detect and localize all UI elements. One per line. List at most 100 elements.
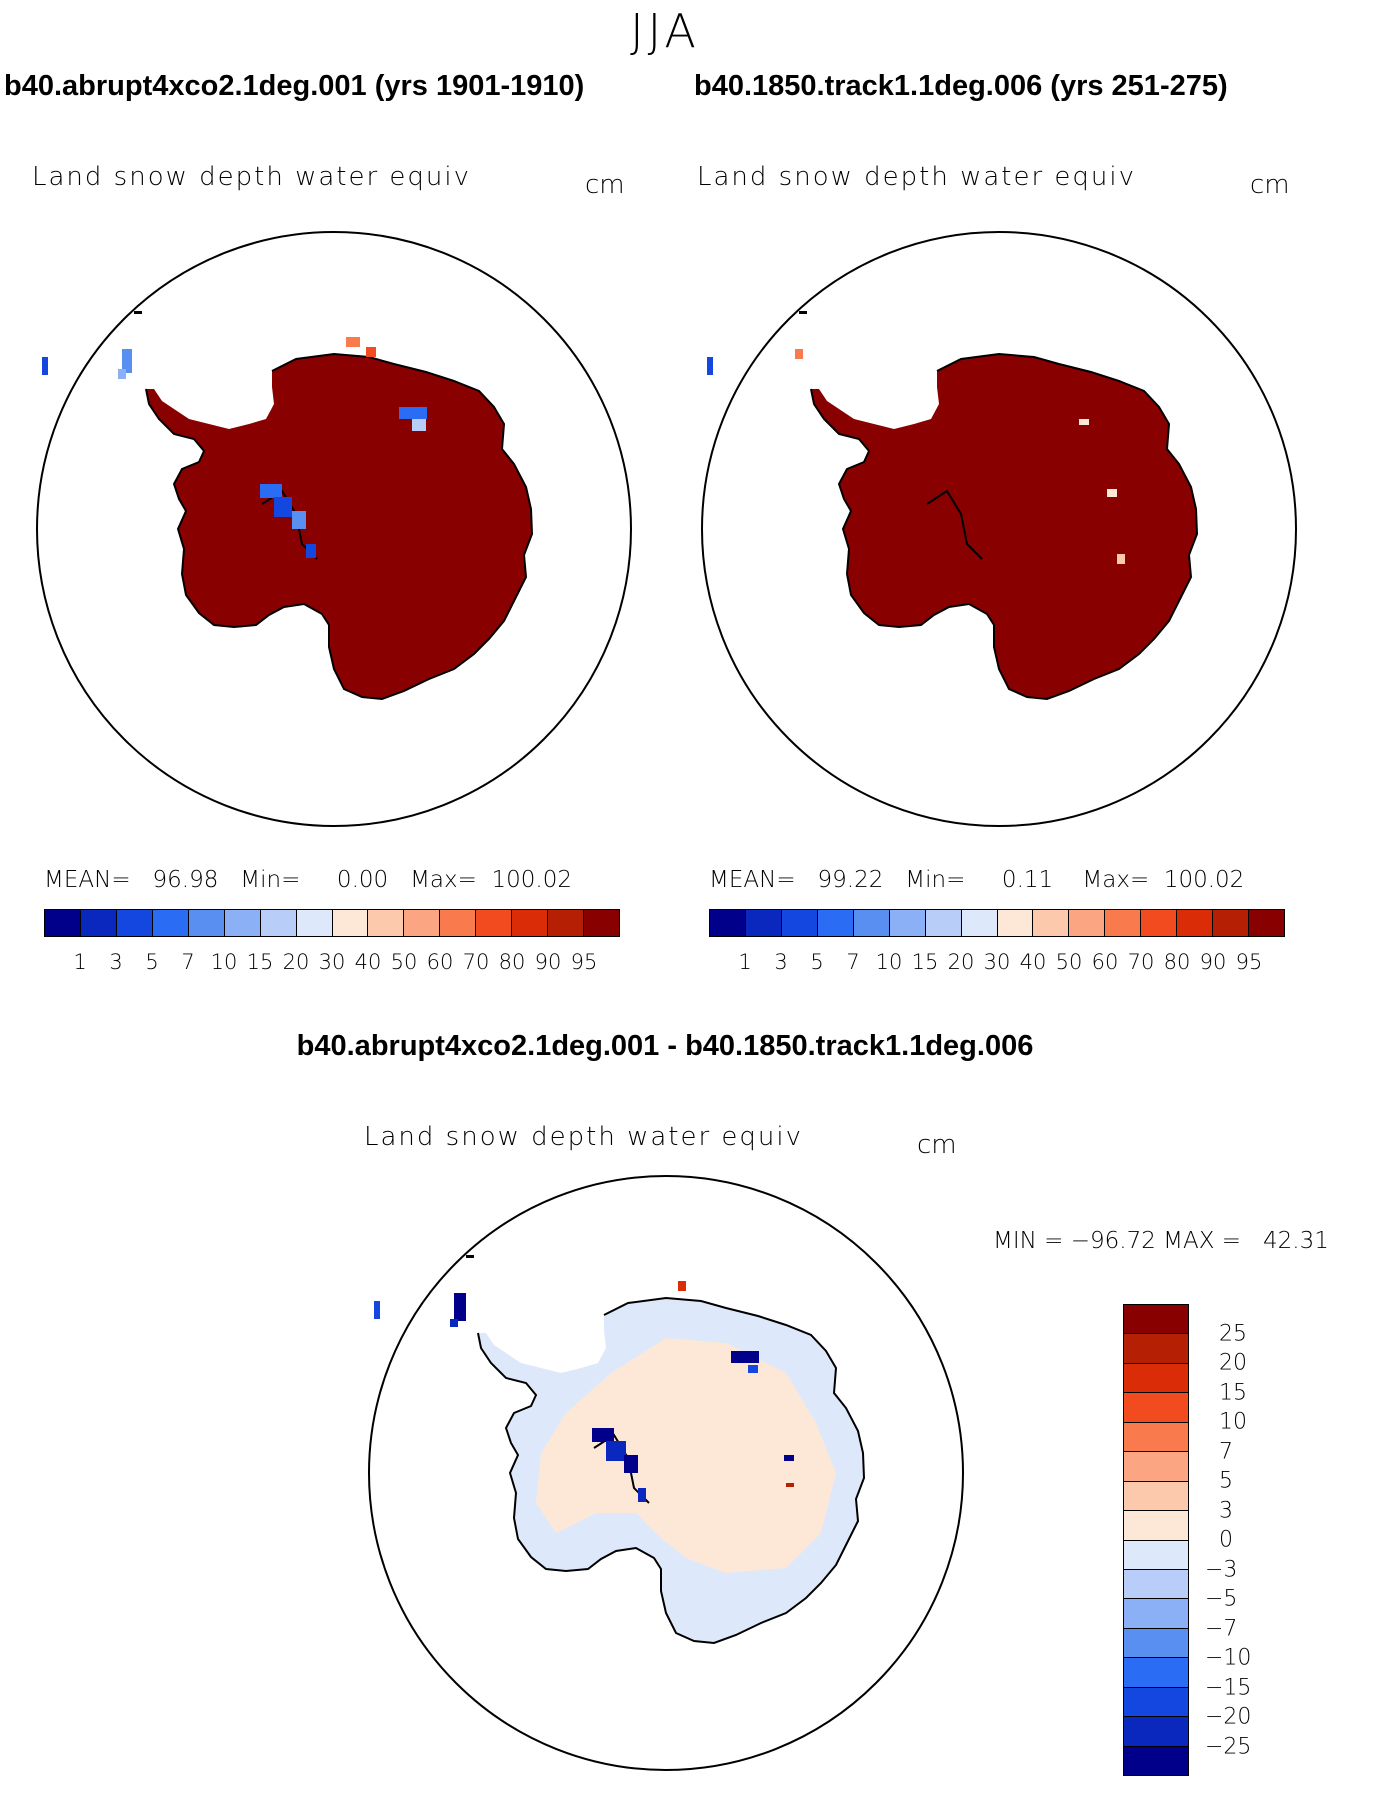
panel-1-colorbar-tick-label: 1 <box>73 950 87 974</box>
panel-2-colorbar-cell <box>781 910 818 936</box>
panel-1-colorbar-cell <box>80 910 117 936</box>
panel-2-colorbar-cell <box>1069 910 1106 936</box>
panel-1-stats: MEAN= 96.98 Min= 0.00 Max= 100.02 <box>44 867 573 893</box>
panel-1-colorbar-tick-label: 50 <box>390 950 418 974</box>
diff-panel-colorbar-cell <box>1124 1452 1188 1482</box>
panel-1-colorbar-tick-label: 40 <box>354 950 382 974</box>
diff-panel-colorbar-cell <box>1124 1717 1188 1747</box>
diff-panel-colorbar-cell <box>1124 1511 1188 1541</box>
panel-1-colorbar-cell <box>332 910 369 936</box>
panel-2-colorbar-tick-label: 90 <box>1199 950 1227 974</box>
panel-1-colorbar-cell <box>224 910 261 936</box>
panel-1-colorbar-tick-label: 95 <box>570 950 598 974</box>
season-title: JJA <box>630 4 700 58</box>
panel-1-colorbar-cell <box>584 910 619 936</box>
panel-1-colorbar-cell <box>440 910 477 936</box>
panel-2-units-label: cm <box>1250 170 1290 200</box>
panel-2-colorbar-cell <box>925 910 962 936</box>
panel-2-colorbar-tick-label: 80 <box>1163 950 1191 974</box>
panel-1-colorbar-tick-label: 7 <box>181 950 195 974</box>
panel-1-colorbar-cell <box>512 910 549 936</box>
panel-1-colorbar-tick-label: 30 <box>318 950 346 974</box>
panel-2-colorbar-cell <box>710 910 746 936</box>
panel-2-colorbar-tick-label: 7 <box>846 950 860 974</box>
diff-panel-colorbar-tick-label: −5 <box>1205 1586 1238 1612</box>
diff-panel-colorbar-tick-label: 7 <box>1219 1439 1233 1464</box>
panel-2-colorbar-cell <box>889 910 926 936</box>
diff-panel-colorbar-cell <box>1124 1746 1188 1775</box>
panel-1-colorbar-cell <box>45 910 81 936</box>
panel-2-colorbar-tick-label: 95 <box>1235 950 1263 974</box>
panel-2-colorbar-tick-label: 40 <box>1019 950 1047 974</box>
panel-2-colorbar-cell <box>853 910 890 936</box>
diff-panel-colorbar-cell <box>1124 1305 1188 1335</box>
panel-2-colorbar-tick-label: 15 <box>911 950 939 974</box>
panel-1-colorbar-tick-label: 90 <box>534 950 562 974</box>
panel-2-colorbar-cell <box>961 910 998 936</box>
panel-2-colorbar-tick-label: 5 <box>810 950 824 974</box>
diff-panel-colorbar-cell <box>1124 1628 1188 1659</box>
diff-panel-colorbar-tick-label: −25 <box>1205 1734 1252 1759</box>
panel-1-colorbar-tick-label: 60 <box>426 950 454 974</box>
panel-2-colorbar-tick-label: 3 <box>774 950 788 974</box>
panel-1-units-label: cm <box>585 170 625 200</box>
diff-panel-colorbar-cell <box>1124 1422 1188 1453</box>
diff-panel-colorbar-tick-label: −7 <box>1205 1616 1238 1641</box>
panel-1-colorbar-tick-label: 20 <box>282 950 310 974</box>
panel-1-colorbar-tick-label: 3 <box>109 950 123 974</box>
panel-1-colorbar-tick-label: 15 <box>246 950 274 974</box>
panel-1-map <box>36 231 632 827</box>
diff-panel-stats: MIN = −96.72 MAX = 42.31 <box>993 1228 1329 1254</box>
diff-panel-title: b40.abrupt4xco2.1deg.001 - b40.1850.trac… <box>296 1030 1034 1062</box>
panel-1-colorbar-tick-label: 5 <box>145 950 159 974</box>
panel-2-colorbar-cell <box>1141 910 1178 936</box>
panel-2-variable-label: Land snow depth water equiv <box>697 162 1136 192</box>
diff-panel-units-label: cm <box>917 1130 957 1160</box>
panel-1-colorbar-cell <box>368 910 405 936</box>
panel-1-colorbar-cell <box>404 910 441 936</box>
panel-2-colorbar-tick-label: 60 <box>1091 950 1119 974</box>
diff-panel-colorbar-cell <box>1124 1393 1188 1423</box>
panel-1-variable-label: Land snow depth water equiv <box>32 162 471 192</box>
diff-panel-colorbar-cell <box>1124 1334 1188 1364</box>
panel-2-colorbar-cell <box>1213 910 1250 936</box>
panel-1-antarctica <box>42 311 534 701</box>
panel-1-colorbar-tick-label: 70 <box>462 950 490 974</box>
panel-1-colorbar-cell <box>152 910 189 936</box>
diff-panel-colorbar-tick-label: 5 <box>1219 1468 1233 1494</box>
panel-2-colorbar-cell <box>997 910 1034 936</box>
panel-2-colorbar-cell <box>1249 910 1284 936</box>
diff-panel-colorbar-tick-label: −15 <box>1205 1675 1252 1700</box>
panel-1-colorbar-tick-label: 10 <box>210 950 238 974</box>
panel-2-colorbar-cell <box>817 910 854 936</box>
diff-panel-colorbar-tick-label: 25 <box>1219 1321 1247 1346</box>
diff-panel-colorbar-tick-label: 0 <box>1219 1527 1233 1553</box>
panel-1-colorbar-cell <box>188 910 225 936</box>
panel-1-colorbar-cell <box>548 910 585 936</box>
diff-panel-colorbar-tick-label: −10 <box>1205 1645 1252 1671</box>
diff-panel-colorbar <box>1123 1304 1189 1776</box>
panel-2-colorbar-tick-label: 20 <box>947 950 975 974</box>
diff-panel-colorbar-tick-label: 3 <box>1219 1498 1233 1523</box>
diff-panel-colorbar-tick-label: −3 <box>1205 1557 1238 1582</box>
panel-2-map <box>701 231 1297 827</box>
diff-panel-antarctica <box>374 1255 866 1645</box>
diff-panel-variable-label: Land snow depth water equiv <box>364 1122 803 1152</box>
panel-2-case-title: b40.1850.track1.1deg.006 (yrs 251-275) <box>694 70 1228 102</box>
diff-panel-colorbar-cell <box>1124 1658 1188 1688</box>
panel-1-colorbar-cell <box>116 910 153 936</box>
panel-1-colorbar <box>44 909 620 937</box>
diff-panel-colorbar-tick-label: 15 <box>1219 1380 1247 1405</box>
panel-2-colorbar <box>709 909 1285 937</box>
panel-1-colorbar-cell <box>260 910 297 936</box>
panel-2-antarctica <box>707 311 1199 701</box>
panel-2-colorbar-tick-label: 50 <box>1055 950 1083 974</box>
panel-2-colorbar-cell <box>1105 910 1142 936</box>
panel-2-colorbar-cell <box>745 910 782 936</box>
panel-1-colorbar-cell <box>476 910 513 936</box>
diff-panel-colorbar-cell <box>1124 1569 1188 1600</box>
diff-panel-colorbar-cell <box>1124 1687 1188 1718</box>
panel-1-colorbar-cell <box>296 910 333 936</box>
diff-panel-colorbar-tick-label: 20 <box>1219 1350 1247 1376</box>
panel-2-colorbar-tick-label: 30 <box>983 950 1011 974</box>
